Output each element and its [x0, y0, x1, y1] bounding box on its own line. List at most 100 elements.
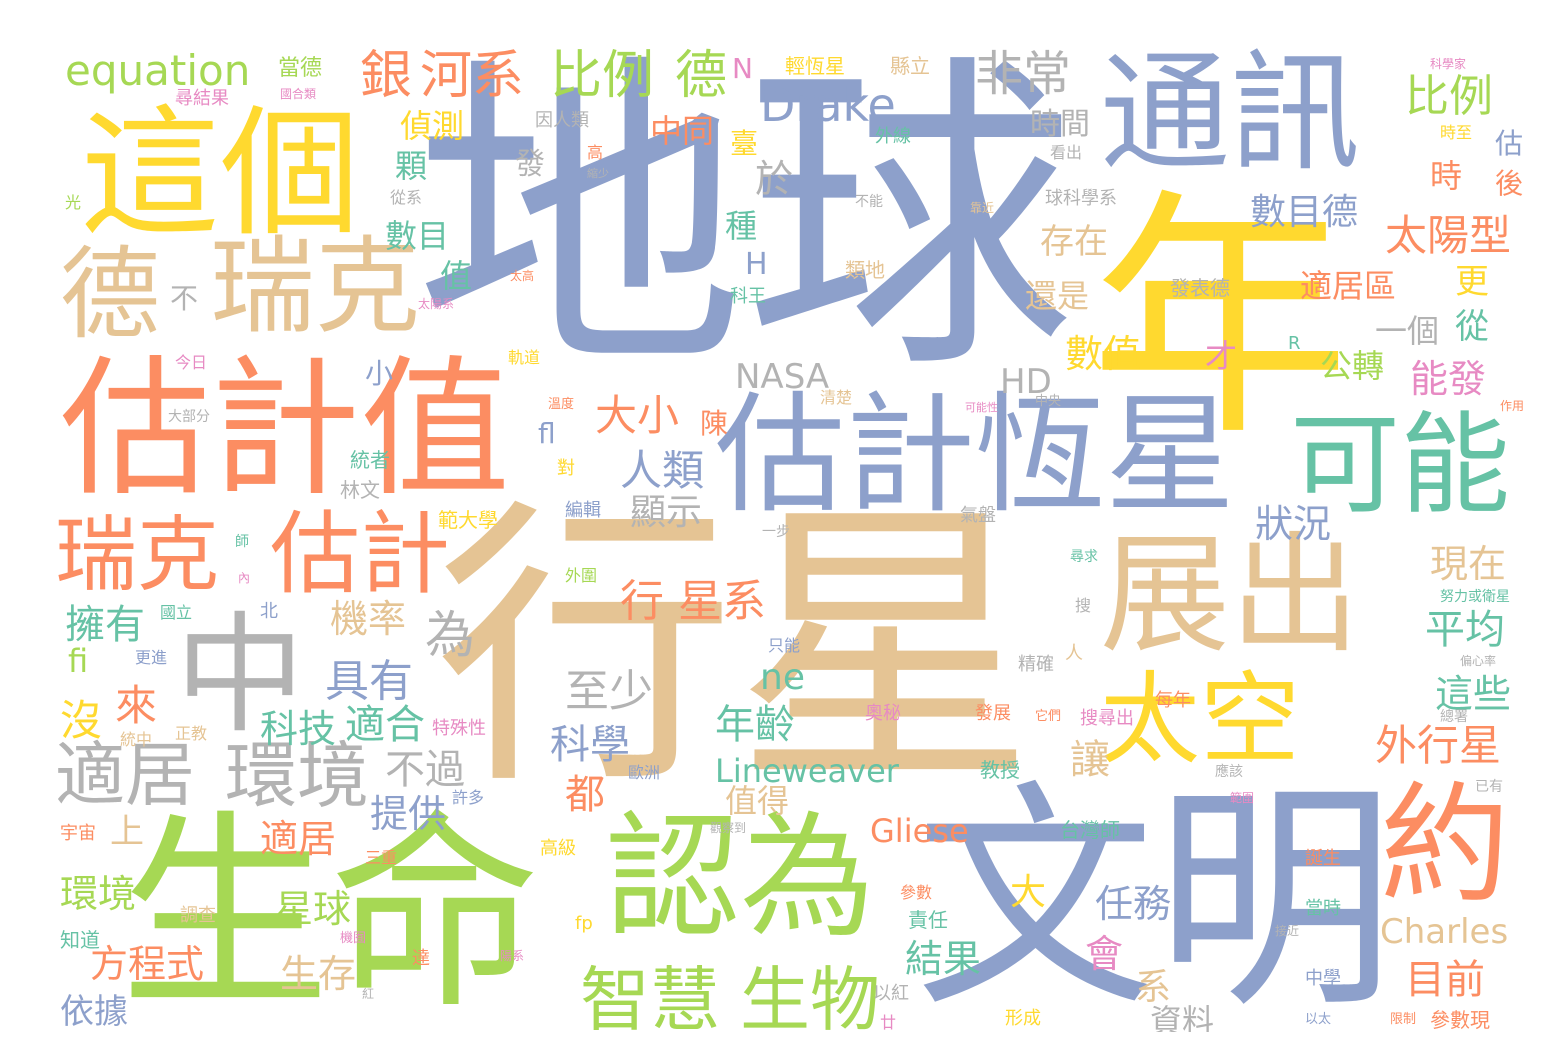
word-probability: 機率 — [330, 597, 407, 641]
word-number-de: 數目德 — [1250, 192, 1359, 233]
word-revolution: 公轉 — [1320, 347, 1385, 385]
word-central: 中央 — [1035, 394, 1062, 409]
word-should: 應該 — [1215, 764, 1243, 780]
word-ne: ne — [760, 657, 805, 698]
word-middle-school: 中學 — [1305, 968, 1341, 989]
word-estimate-value: 估計值 — [60, 343, 511, 517]
word-north: 北 — [260, 601, 278, 622]
word-nasa: NASA — [735, 357, 830, 397]
word-nian: 廿 — [880, 1013, 897, 1032]
word-sun-like: 太陽型 — [1385, 211, 1512, 260]
word-mechanism: 機囿 — [340, 931, 367, 946]
word-number: 數目 — [385, 217, 450, 255]
word-planetary-system: 行 星系 — [620, 576, 766, 627]
word-bu: 不 — [170, 282, 199, 315]
word-county: 縣立 — [890, 54, 930, 78]
word-from-dept: 從系 — [390, 188, 423, 207]
word-fl: fl — [538, 417, 556, 450]
word-majority: 大部分 — [168, 409, 210, 425]
word-infrared: 外線 — [875, 126, 911, 147]
word-dept: 系 — [1135, 967, 1172, 1008]
word-near: 靠近 — [970, 201, 995, 215]
word-gu: 估 — [1495, 127, 1524, 160]
word-scientist: 科學家 — [1430, 57, 1467, 71]
word-numeric-value: 數值 — [1065, 332, 1142, 376]
word-environment: 環境 — [225, 734, 370, 818]
word-dangde: 當德 — [278, 56, 323, 81]
word-possible: 可能 — [1290, 401, 1510, 529]
word-big: 大 — [1010, 872, 1047, 913]
word-shrink: 縮少 — [587, 167, 609, 180]
word-habitable-2: 適居 — [260, 817, 337, 861]
word-planet: 行星 — [435, 475, 1035, 824]
word-responsibility: 責任 — [908, 908, 948, 932]
word-inner: 內 — [238, 571, 251, 585]
word-teacher: 師 — [235, 534, 249, 550]
word-drake: Drake — [760, 78, 896, 132]
word-up: 上 — [110, 812, 144, 852]
word-provide: 提供 — [370, 792, 447, 836]
word-exoplanet: 外行星 — [1375, 721, 1502, 770]
word-still: 還是 — [1025, 277, 1090, 315]
word-planet-body: 星球 — [275, 887, 352, 931]
word-human: 人類 — [620, 446, 705, 495]
word-search: 搜 — [1075, 596, 1092, 615]
word-fi: fi — [68, 642, 89, 680]
word-de: 德 — [60, 236, 160, 353]
word-clear: 清楚 — [820, 388, 853, 407]
word-situation: 狀況 — [1255, 502, 1332, 546]
word-space: 太空 — [1100, 661, 1300, 778]
word-temperature: 溫度 — [548, 397, 575, 412]
word-zhongtong: 中同 — [650, 112, 715, 150]
word-universe: 宇宙 — [60, 823, 96, 844]
word-exist: 存在 — [1040, 222, 1108, 262]
word-gliese: Gliese — [870, 812, 969, 850]
word-can-develop: 能發 — [1410, 357, 1487, 401]
word-this: 這個 — [80, 93, 361, 256]
word-effort-satellite: 努力或衛星 — [1440, 589, 1510, 605]
word-lineweaver: Lineweaver — [715, 752, 899, 790]
word-reach: 達 — [412, 948, 430, 969]
word-advanced: 高級 — [540, 838, 576, 859]
word-taiwan-normal: 台灣師 — [1060, 818, 1120, 842]
word-too-high: 太高 — [510, 269, 535, 283]
word-they: 它們 — [1035, 709, 1062, 724]
word-only-can: 只能 — [768, 636, 801, 655]
word-intelligence: 智慧 — [580, 959, 720, 1032]
word-organism: 生物 — [740, 959, 880, 1032]
word-observed: 觀察到 — [710, 821, 747, 835]
word-development: 發展 — [975, 703, 1011, 724]
word-step: 一步 — [762, 524, 790, 540]
word-very: 非常 — [975, 46, 1072, 102]
word-see: 看出 — [1050, 143, 1083, 162]
word-fa: 發 — [515, 147, 545, 182]
word-born: 誕生 — [1305, 848, 1341, 869]
word-search-result: 尋結果 — [175, 88, 229, 109]
word-not: 沒 — [60, 696, 103, 745]
word-based-on: 依據 — [60, 992, 128, 1032]
word-middle: 中 — [175, 599, 306, 751]
word-these: 這些 — [1435, 672, 1512, 716]
word-triple: 三重 — [365, 848, 398, 867]
word-national-class: 國合類 — [280, 87, 317, 101]
word-mission: 任務 — [1095, 882, 1172, 926]
word-high: 高 — [587, 143, 604, 162]
word-ether: 以太 — [1305, 1012, 1332, 1027]
word-own: 擁有 — [65, 602, 145, 648]
word-edit: 編輯 — [565, 500, 601, 521]
word-average: 平均 — [1425, 607, 1505, 653]
word-estimate-star: 估計恆星 — [715, 379, 1236, 531]
word-to: 對 — [557, 458, 575, 479]
word-precise: 精確 — [1018, 654, 1054, 675]
word-solar-sys: 陽系 — [500, 949, 525, 963]
word-have: 具有 — [325, 656, 413, 707]
word-will: 會 — [1085, 932, 1124, 976]
word-small: 小 — [365, 357, 394, 390]
word-range: 範圍 — [1230, 791, 1255, 805]
word-rake-2: 瑞克 — [55, 508, 220, 603]
word-de-2: 德 — [675, 46, 728, 106]
word-year: 年 — [1090, 169, 1350, 471]
word-param-now: 參數現 — [1430, 1008, 1490, 1032]
word-show: 顯示 — [630, 492, 703, 533]
